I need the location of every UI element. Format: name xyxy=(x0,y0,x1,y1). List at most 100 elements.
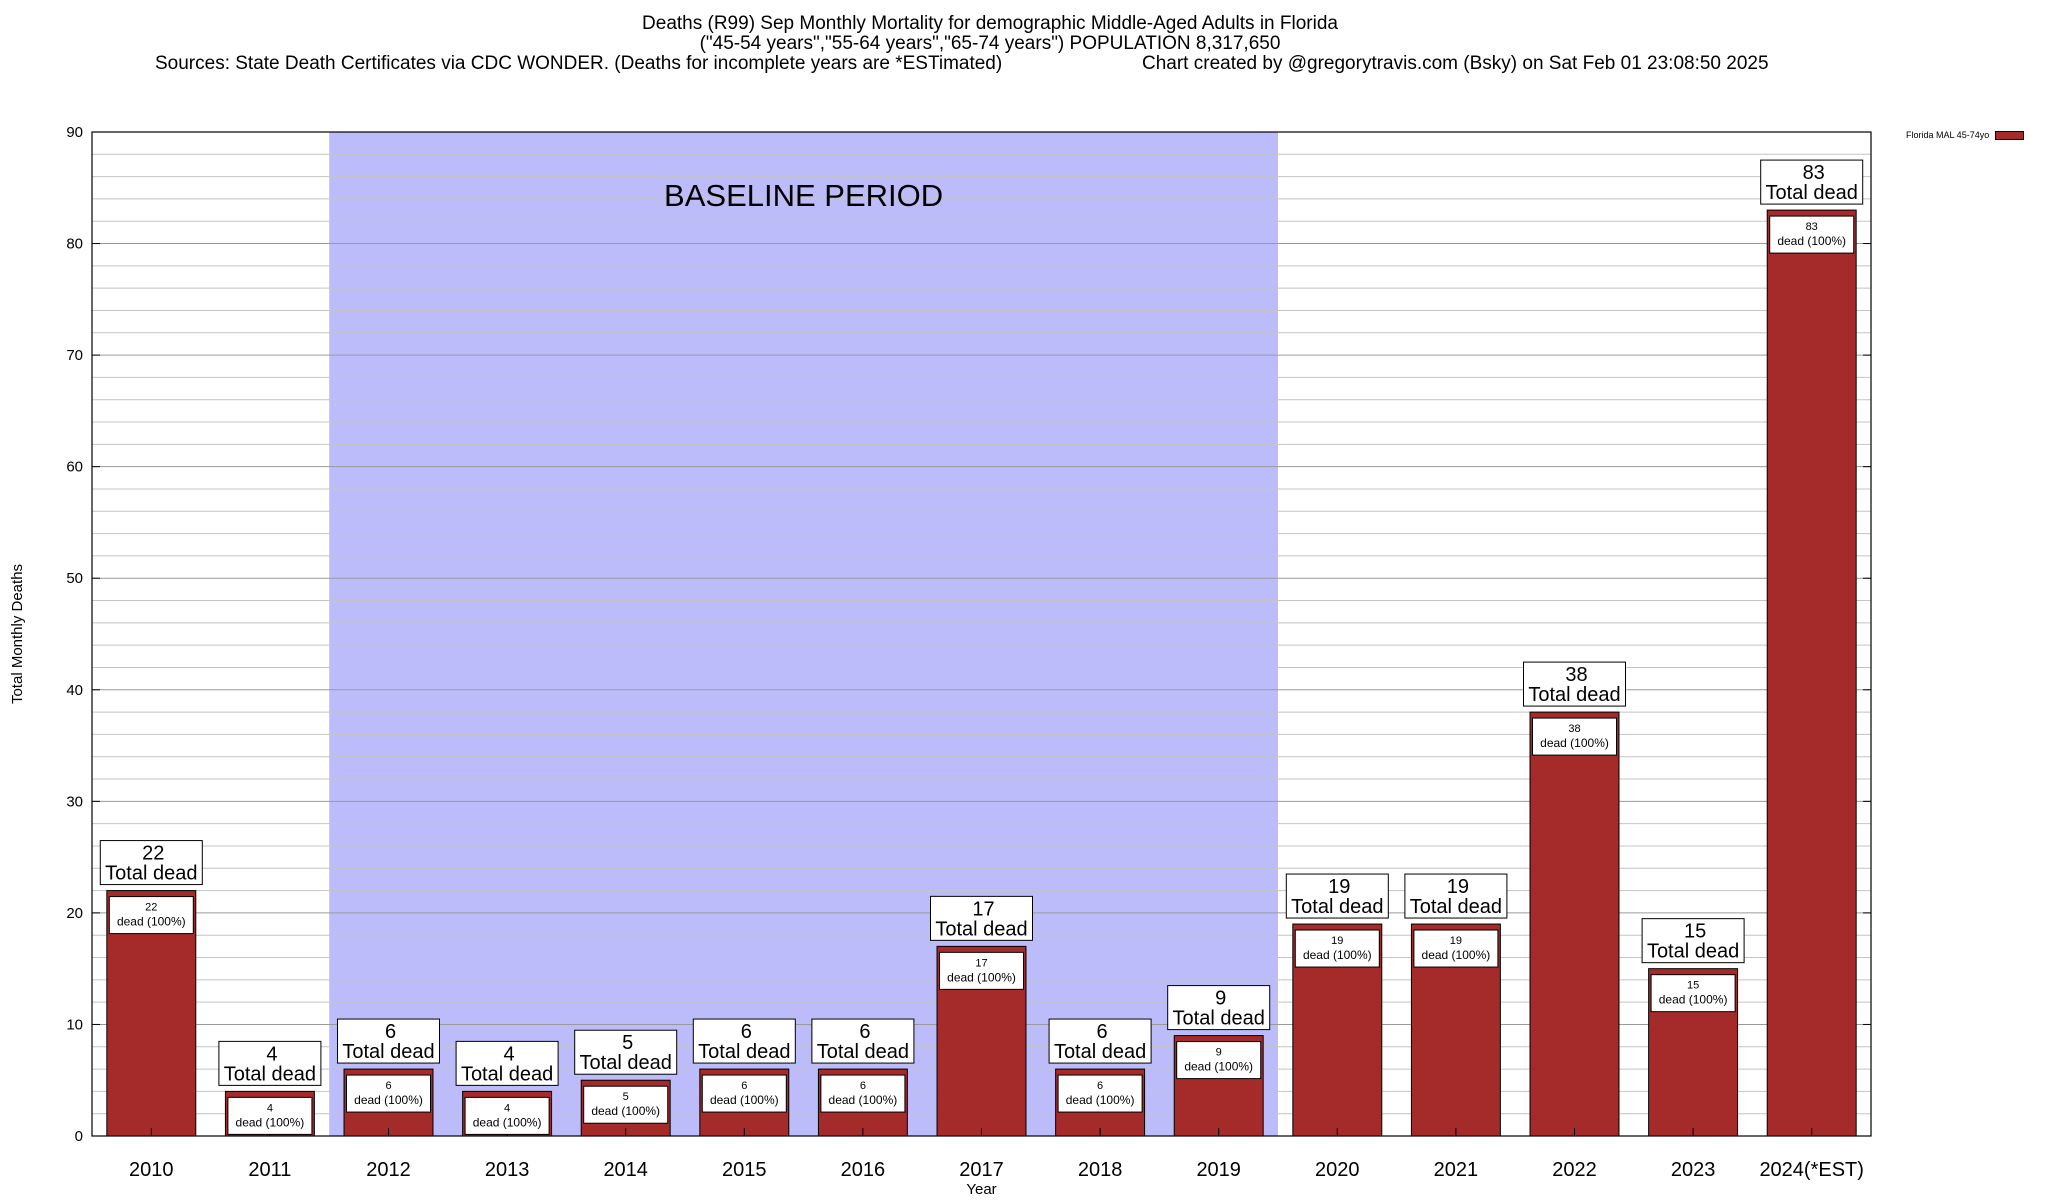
inner-label-box xyxy=(1413,929,1499,968)
inner-label-box xyxy=(1650,974,1736,1013)
outer-label-text: Total dead xyxy=(698,1041,790,1063)
inner-label-text: dead (100%) xyxy=(1540,736,1609,750)
x-tick-label: 2021 xyxy=(1434,1159,1479,1181)
inner-label-value: 4 xyxy=(267,1102,273,1114)
x-tick-label: 2012 xyxy=(366,1159,411,1181)
bar xyxy=(1529,711,1620,1137)
x-tick-label: 2010 xyxy=(129,1159,174,1181)
outer-label-text: Total dead xyxy=(817,1041,909,1063)
y-tick-label: 60 xyxy=(66,459,83,476)
outer-label-value: 38 xyxy=(1565,664,1587,686)
inner-label-box xyxy=(701,1074,787,1113)
x-tick-label: 2017 xyxy=(959,1159,1004,1181)
inner-label-box xyxy=(1769,215,1855,254)
legend-swatch xyxy=(1995,130,2025,140)
outer-label-value: 4 xyxy=(266,1043,277,1065)
y-tick-label: 20 xyxy=(66,905,83,922)
outer-label-value: 19 xyxy=(1447,876,1469,898)
outer-label-value: 5 xyxy=(622,1032,633,1054)
outer-label-box xyxy=(1404,873,1508,919)
inner-label-value: 9 xyxy=(1216,1047,1222,1059)
legend-label: Florida MAL 45-74yo xyxy=(1906,130,1990,140)
sources-note: Sources: State Death Certificates via CD… xyxy=(155,53,1003,74)
outer-label-box xyxy=(218,1040,322,1086)
inner-label-box xyxy=(1294,929,1380,968)
outer-label-value: 83 xyxy=(1803,162,1825,184)
y-tick-label: 90 xyxy=(66,124,83,141)
outer-label-value: 6 xyxy=(385,1021,396,1043)
inner-label-value: 5 xyxy=(623,1091,629,1103)
legend: Florida MAL 45-74yo xyxy=(1906,130,2025,140)
inner-label-box xyxy=(1176,1041,1262,1080)
x-tick-label: 2011 xyxy=(248,1159,291,1181)
inner-label-box xyxy=(227,1096,313,1135)
inner-label-text: dead (100%) xyxy=(1422,948,1491,962)
outer-label-box xyxy=(574,1029,678,1075)
inner-label-text: dead (100%) xyxy=(473,1115,542,1129)
x-tick-label: 2013 xyxy=(485,1159,530,1181)
outer-label-text: Total dead xyxy=(935,918,1027,940)
outer-label-box xyxy=(99,840,203,886)
inner-label-box xyxy=(583,1085,669,1124)
bar xyxy=(1766,209,1857,1137)
inner-label-value: 17 xyxy=(975,957,987,969)
inner-label-text: dead (100%) xyxy=(710,1093,779,1107)
inner-label-box xyxy=(820,1074,906,1113)
x-tick-label: 2016 xyxy=(841,1159,886,1181)
x-axis-title: Year xyxy=(966,1181,996,1198)
outer-label-box xyxy=(692,1018,796,1064)
baseline-region xyxy=(329,132,1278,1136)
outer-label-value: 6 xyxy=(859,1021,870,1043)
outer-label-value: 6 xyxy=(1097,1021,1108,1043)
outer-label-text: Total dead xyxy=(1054,1041,1146,1063)
outer-label-text: Total dead xyxy=(1647,941,1739,963)
outer-label-box xyxy=(337,1018,440,1064)
inner-label-value: 15 xyxy=(1687,980,1699,992)
outer-label-box xyxy=(1285,873,1389,919)
inner-label-value: 83 xyxy=(1806,221,1818,233)
outer-label-text: Total dead xyxy=(105,863,197,885)
outer-label-value: 4 xyxy=(504,1043,515,1065)
x-tick-label: 2015 xyxy=(722,1159,767,1181)
inner-label-text: dead (100%) xyxy=(1303,948,1372,962)
outer-label-text: Total dead xyxy=(461,1063,553,1085)
sources-row: Sources: State Death Certificates via CD… xyxy=(0,54,1980,74)
outer-label-value: 19 xyxy=(1328,876,1350,898)
inner-label-box xyxy=(939,951,1024,990)
x-tick-label: 2014 xyxy=(603,1159,648,1181)
outer-label-text: Total dead xyxy=(342,1041,434,1063)
y-tick-label: 40 xyxy=(66,682,83,699)
inner-label-text: dead (100%) xyxy=(829,1093,898,1107)
inner-label-text: dead (100%) xyxy=(1659,993,1728,1007)
x-tick-label: 2018 xyxy=(1078,1159,1123,1181)
chart-subtitle: ("45-54 years","55-64 years","65-74 year… xyxy=(699,33,1281,54)
outer-label-box xyxy=(455,1040,559,1086)
inner-label-value: 38 xyxy=(1568,723,1580,735)
chart-title: Deaths (R99) Sep Monthly Mortality for d… xyxy=(642,13,1338,34)
inner-label-text: dead (100%) xyxy=(1184,1060,1253,1074)
inner-label-value: 19 xyxy=(1331,935,1343,947)
outer-label-text: Total dead xyxy=(1766,182,1858,204)
outer-label-value: 9 xyxy=(1215,988,1226,1010)
inner-label-box xyxy=(1532,717,1617,756)
y-tick-label: 30 xyxy=(66,793,83,810)
outer-label-text: Total dead xyxy=(1528,684,1620,706)
chart-title-block: Deaths (R99) Sep Monthly Mortality for d… xyxy=(0,14,1980,74)
outer-label-text: Total dead xyxy=(1291,896,1383,918)
outer-label-value: 15 xyxy=(1684,921,1706,943)
inner-label-text: dead (100%) xyxy=(117,915,186,929)
inner-label-text: dead (100%) xyxy=(1066,1093,1135,1107)
inner-label-value: 6 xyxy=(1097,1080,1103,1092)
y-tick-label: 0 xyxy=(75,1128,83,1145)
outer-label-box xyxy=(1167,985,1271,1031)
outer-label-text: Total dead xyxy=(1173,1008,1265,1030)
y-axis-title: Total Monthly Deaths xyxy=(9,564,26,704)
outer-label-box xyxy=(930,895,1033,941)
inner-label-box xyxy=(1057,1074,1143,1113)
outer-label-box xyxy=(1048,1018,1152,1064)
outer-label-text: Total dead xyxy=(1410,896,1502,918)
inner-label-value: 6 xyxy=(385,1080,391,1092)
inner-label-text: dead (100%) xyxy=(591,1104,660,1118)
outer-label-box xyxy=(1760,159,1864,205)
